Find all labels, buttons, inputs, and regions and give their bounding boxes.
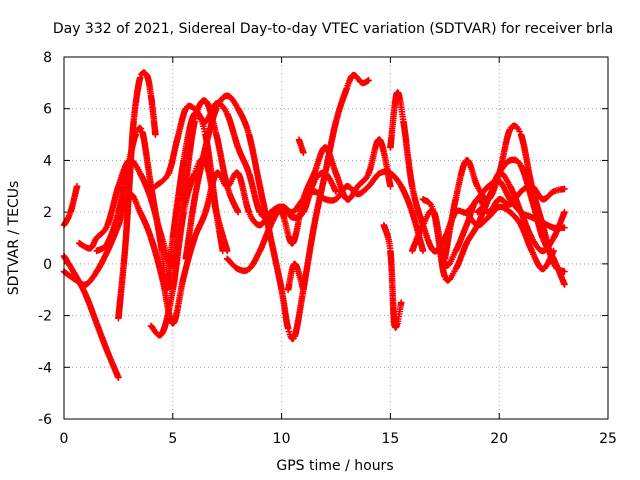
series-group — [60, 69, 568, 381]
x-axis-label: GPS time / hours — [276, 458, 393, 474]
chart-title: Day 332 of 2021, Sidereal Day-to-day VTE… — [53, 21, 613, 37]
series-track-11 — [284, 260, 307, 294]
y-tick-label: 6 — [43, 102, 52, 118]
series-track-18 — [474, 169, 568, 255]
y-tick-label: -4 — [38, 360, 52, 376]
y-tick-labels: -6 -4 -2 0 2 4 6 8 — [38, 50, 52, 428]
y-tick-label: -2 — [38, 309, 52, 325]
x-tick-label: 15 — [381, 431, 399, 447]
series-track-13 — [380, 221, 405, 331]
x-tick-labels: 0 5 10 15 20 25 — [60, 431, 617, 447]
plot-frame — [63, 56, 609, 420]
y-axis-label: SDTVAR / TECUs — [6, 181, 22, 296]
grid-lines — [64, 57, 608, 419]
x-tick-label: 25 — [599, 431, 617, 447]
x-tick-label: 20 — [490, 431, 508, 447]
y-tick-label: 8 — [43, 50, 52, 66]
series-track-6 — [115, 69, 159, 322]
series-track-2 — [60, 252, 122, 381]
series-track-19 — [463, 203, 557, 273]
x-tick-label: 5 — [168, 431, 177, 447]
x-tick-label: 0 — [60, 431, 69, 447]
y-tick-label: 2 — [43, 205, 52, 221]
y-tick-label: -6 — [38, 412, 52, 428]
series-track-12 — [295, 136, 307, 157]
y-tick-label: 4 — [43, 153, 52, 169]
y-tick-label: 0 — [43, 257, 52, 273]
x-tick-label: 10 — [273, 431, 291, 447]
